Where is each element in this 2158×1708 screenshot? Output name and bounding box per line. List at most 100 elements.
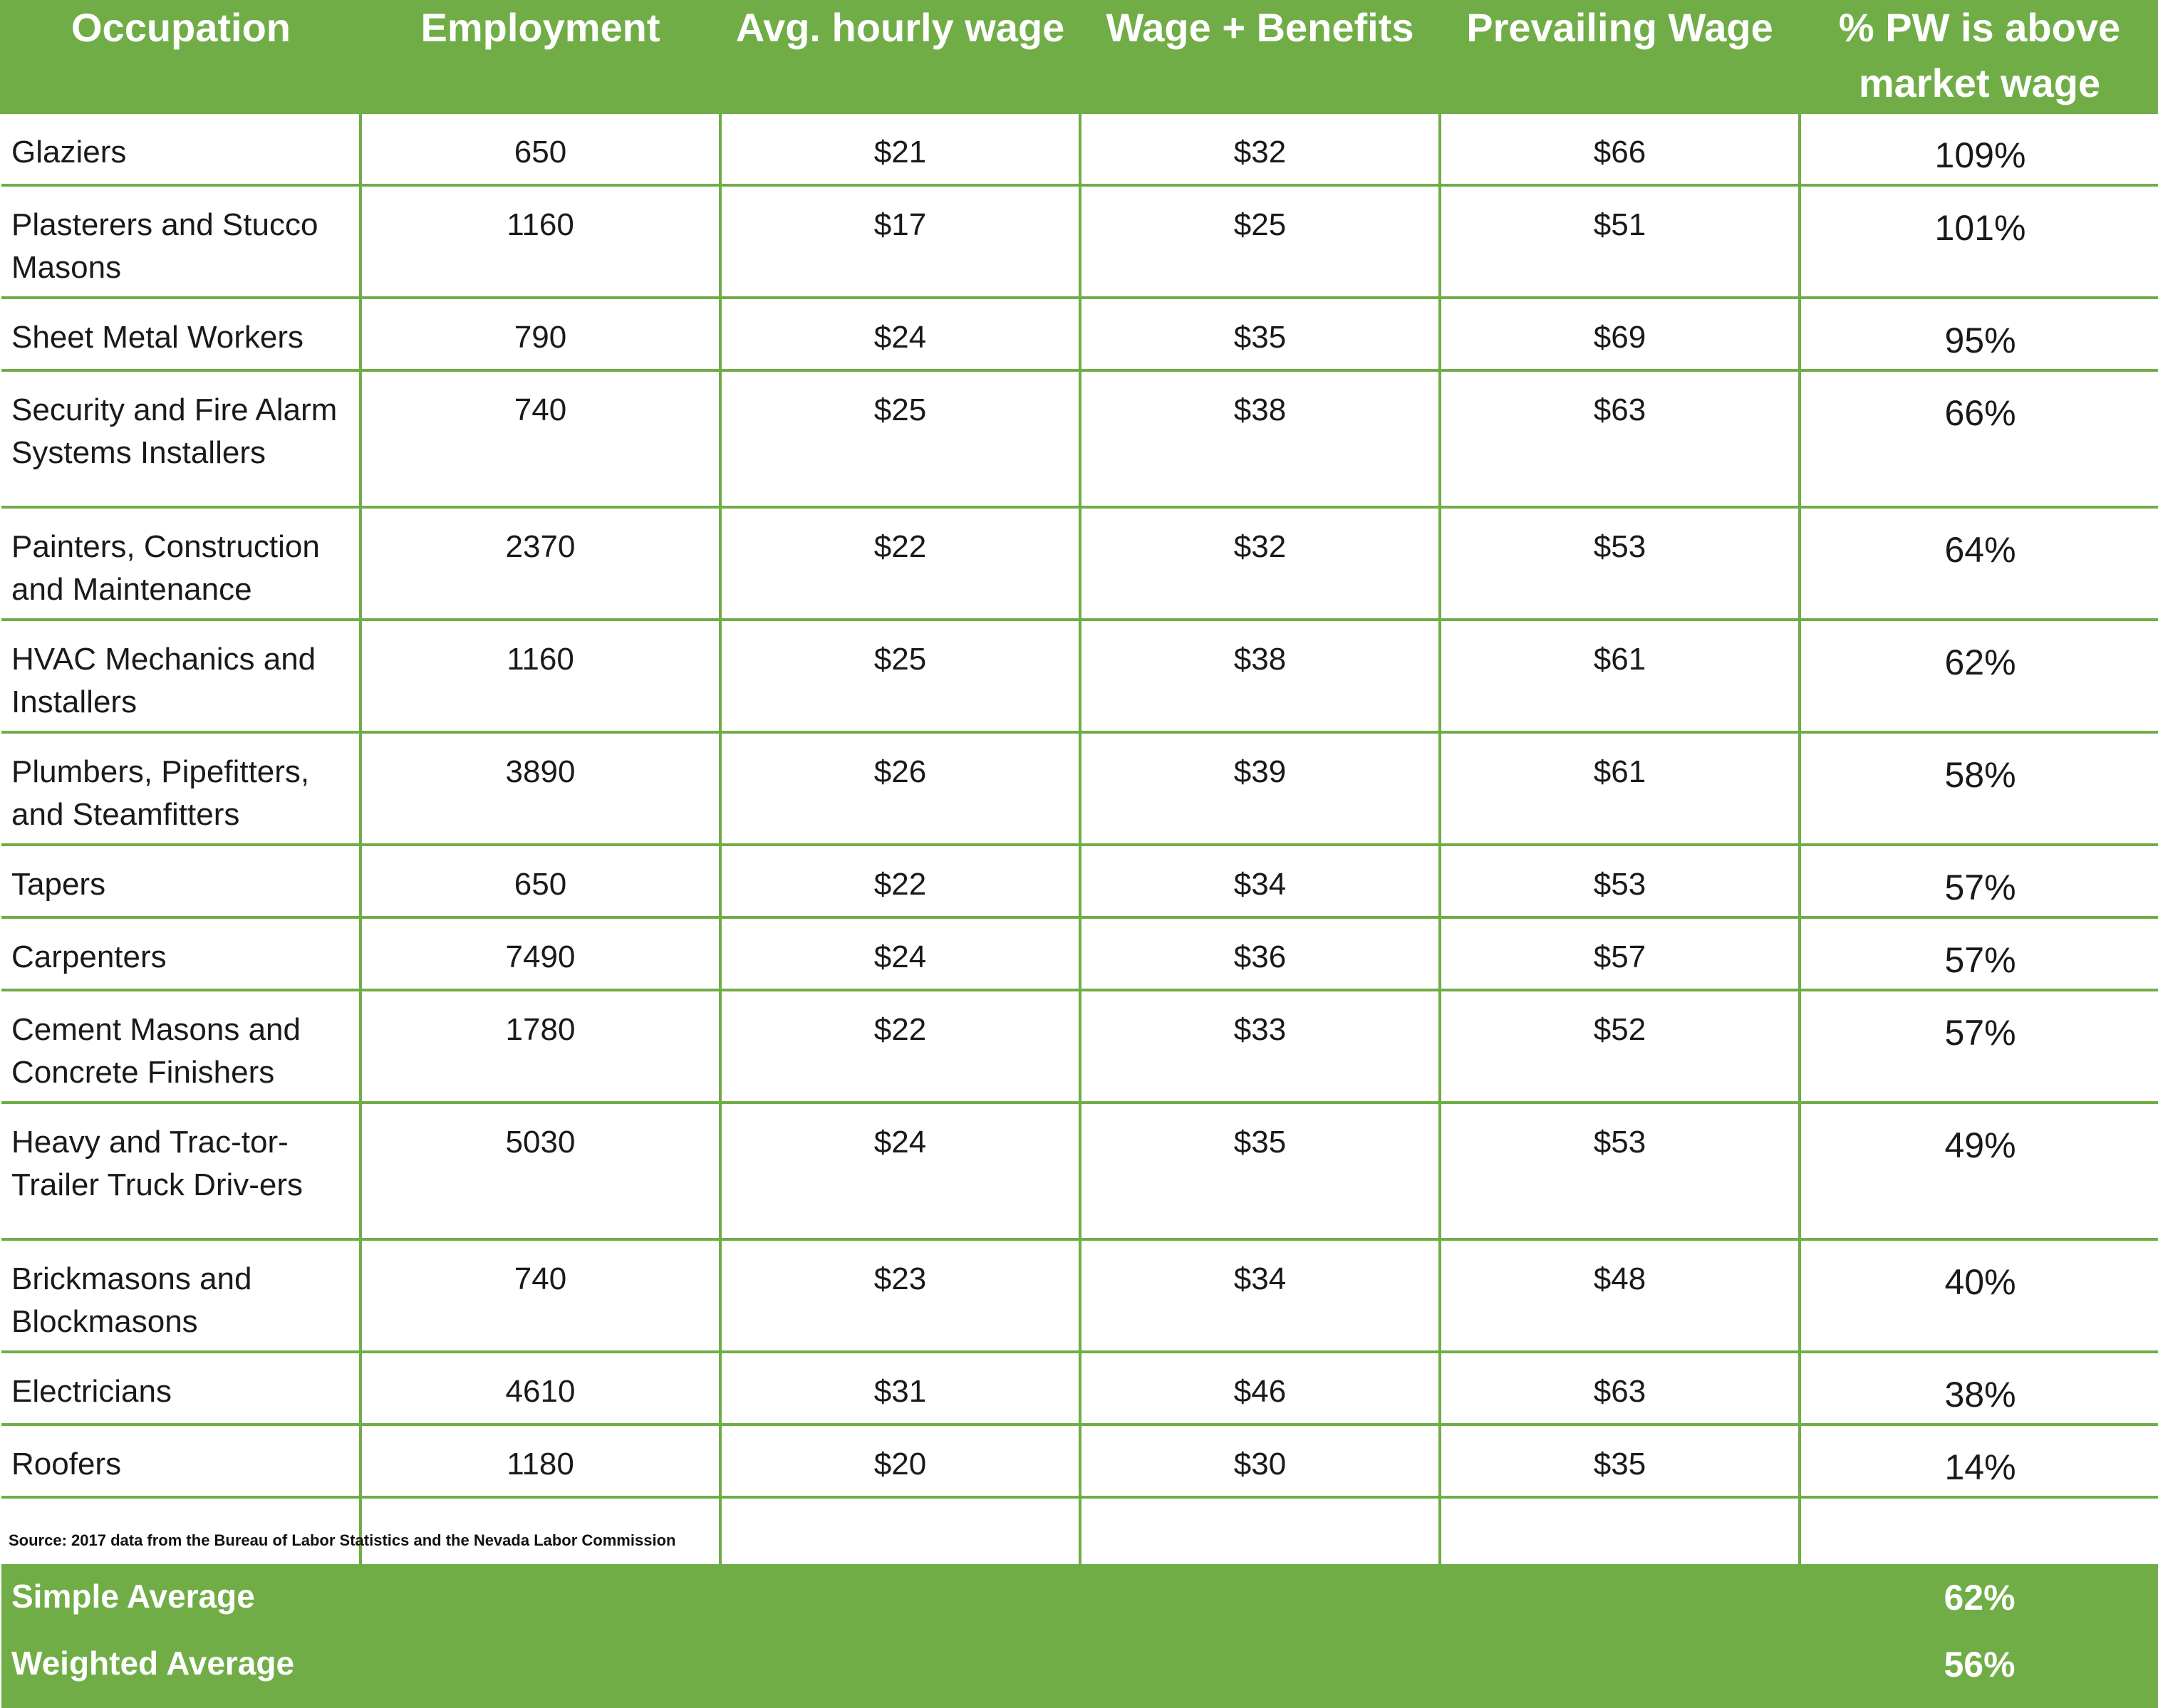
cell-employment: 1160	[359, 620, 722, 734]
cell-avg-hourly-wage: $22	[719, 845, 1081, 919]
header-row: Occupation Employment Avg. hourly wage W…	[0, 0, 2158, 114]
table-body: Glaziers 650 $21 $32 $66 109% Plasterers and S…	[1, 114, 2158, 1567]
summary-row: Weighted Average 56%	[1, 1634, 2158, 1708]
cell-prevailing-wage: $51	[1438, 185, 1801, 299]
cell-employment: 790	[359, 298, 722, 372]
cell-prevailing-wage: $66	[1438, 114, 1801, 187]
cell-wage-benefits: $38	[1079, 370, 1441, 509]
cell-employment: 650	[359, 114, 722, 187]
cell-occupation: Security and Fire Alarm Systems Installe…	[1, 370, 362, 509]
cell-pct-above-market: 57%	[1798, 845, 2158, 919]
cell-employment: 5030	[359, 1103, 722, 1241]
cell-avg-hourly-wage: $22	[719, 990, 1081, 1104]
cell-occupation: Glaziers	[1, 114, 362, 187]
summary-row: Simple Average 62%	[1, 1566, 2158, 1634]
cell-occupation: Painters, Construction and Maintenance	[1, 507, 362, 621]
cell-pct-above-market: 14%	[1798, 1425, 2158, 1499]
table-row: Security and Fire Alarm Systems Installe…	[1, 370, 2158, 509]
cell-occupation: Tapers	[1, 845, 362, 919]
cell-avg-hourly-wage: $17	[719, 185, 1081, 299]
empty-cell	[1438, 1497, 1801, 1567]
cell-employment: 4610	[359, 1352, 722, 1426]
source-note: Source: 2017 data from the Bureau of Lab…	[9, 1531, 676, 1549]
cell-pct-above-market: 64%	[1798, 507, 2158, 621]
cell-employment: 650	[359, 845, 722, 919]
column-header-prevailing-wage: Prevailing Wage	[1438, 0, 1801, 114]
cell-prevailing-wage: $53	[1438, 845, 1801, 919]
cell-occupation: Brickmasons and Blockmasons	[1, 1239, 362, 1353]
table-row: Painters, Construction and Maintenance 23…	[1, 507, 2158, 621]
table-footer: Simple Average 62% Weighted Average 56%	[1, 1566, 2158, 1708]
column-header-wage-benefits: Wage + Benefits	[1079, 0, 1441, 114]
cell-wage-benefits: $35	[1079, 298, 1441, 372]
cell-occupation: Carpenters	[1, 917, 362, 991]
cell-occupation: Roofers	[1, 1425, 362, 1499]
cell-pct-above-market: 40%	[1798, 1239, 2158, 1353]
table-row: Sheet Metal Workers 790 $24 $35 $69 95%	[1, 298, 2158, 372]
cell-pct-above-market: 95%	[1798, 298, 2158, 372]
cell-occupation: Plumbers, Pipefitters, and Steamfitters	[1, 732, 362, 846]
cell-employment: 3890	[359, 732, 722, 846]
cell-prevailing-wage: $69	[1438, 298, 1801, 372]
cell-avg-hourly-wage: $31	[719, 1352, 1081, 1426]
cell-avg-hourly-wage: $24	[719, 298, 1081, 372]
cell-occupation: Cement Masons and Concrete Finishers	[1, 990, 362, 1104]
cell-avg-hourly-wage: $22	[719, 507, 1081, 621]
table-row: Brickmasons and Blockmasons 740 $23 $34 $48 4…	[1, 1239, 2158, 1353]
empty-cell	[1079, 1497, 1441, 1567]
cell-occupation: Electricians	[1, 1352, 362, 1426]
cell-employment: 1180	[359, 1425, 722, 1499]
cell-wage-benefits: $46	[1079, 1352, 1441, 1426]
cell-wage-benefits: $33	[1079, 990, 1441, 1104]
cell-prevailing-wage: $53	[1438, 1103, 1801, 1241]
cell-occupation: HVAC Mechanics and Installers	[1, 620, 362, 734]
cell-wage-benefits: $32	[1079, 507, 1441, 621]
cell-avg-hourly-wage: $25	[719, 620, 1081, 734]
cell-employment: 1160	[359, 185, 722, 299]
cell-pct-above-market: 101%	[1798, 185, 2158, 299]
table-row: Carpenters 7490 $24 $36 $57 57%	[1, 917, 2158, 991]
table-row: Glaziers 650 $21 $32 $66 109%	[1, 114, 2158, 187]
cell-pct-above-market: 58%	[1798, 732, 2158, 846]
table-row: Plasterers and Stucco Masons 1160 $17 $25 $5…	[1, 185, 2158, 299]
cell-prevailing-wage: $52	[1438, 990, 1801, 1104]
cell-prevailing-wage: $61	[1438, 732, 1801, 846]
table-header: Occupation Employment Avg. hourly wage W…	[0, 0, 2158, 114]
empty-cell	[1, 1497, 362, 1567]
cell-pct-above-market: 49%	[1798, 1103, 2158, 1241]
cell-pct-above-market: 62%	[1798, 620, 2158, 734]
cell-avg-hourly-wage: $26	[719, 732, 1081, 846]
cell-wage-benefits: $34	[1079, 1239, 1441, 1353]
cell-avg-hourly-wage: $21	[719, 114, 1081, 187]
cell-wage-benefits: $35	[1079, 1103, 1441, 1241]
column-header-occupation: Occupation	[0, 0, 362, 114]
table-row: Plumbers, Pipefitters, and Steamfitters 3…	[1, 732, 2158, 846]
table-row: Tapers 650 $22 $34 $53 57%	[1, 845, 2158, 919]
cell-avg-hourly-wage: $24	[719, 1103, 1081, 1241]
cell-pct-above-market: 38%	[1798, 1352, 2158, 1426]
cell-avg-hourly-wage: $25	[719, 370, 1081, 509]
cell-pct-above-market: 57%	[1798, 990, 2158, 1104]
table-row: Heavy and Trac-tor-Trailer Truck Driv-er…	[1, 1103, 2158, 1241]
cell-wage-benefits: $34	[1079, 845, 1441, 919]
cell-pct-above-market: 109%	[1798, 114, 2158, 187]
table-row: Roofers 1180 $20 $30 $35 14%	[1, 1425, 2158, 1499]
summary-label: Simple Average	[1, 1566, 1800, 1634]
cell-occupation: Sheet Metal Workers	[1, 298, 362, 372]
cell-employment: 740	[359, 1239, 722, 1353]
cell-employment: 1780	[359, 990, 722, 1104]
column-header-employment: Employment	[359, 0, 722, 114]
cell-occupation: Heavy and Trac-tor-Trailer Truck Driv-er…	[1, 1103, 362, 1241]
cell-employment: 740	[359, 370, 722, 509]
summary-value: 62%	[1800, 1566, 2158, 1634]
empty-cell	[719, 1497, 1081, 1567]
empty-cell	[1798, 1497, 2158, 1567]
cell-prevailing-wage: $53	[1438, 507, 1801, 621]
cell-prevailing-wage: $63	[1438, 370, 1801, 509]
cell-prevailing-wage: $57	[1438, 917, 1801, 991]
cell-wage-benefits: $32	[1079, 114, 1441, 187]
cell-avg-hourly-wage: $23	[719, 1239, 1081, 1353]
table-row: Electricians 4610 $31 $46 $63 38%	[1, 1352, 2158, 1426]
